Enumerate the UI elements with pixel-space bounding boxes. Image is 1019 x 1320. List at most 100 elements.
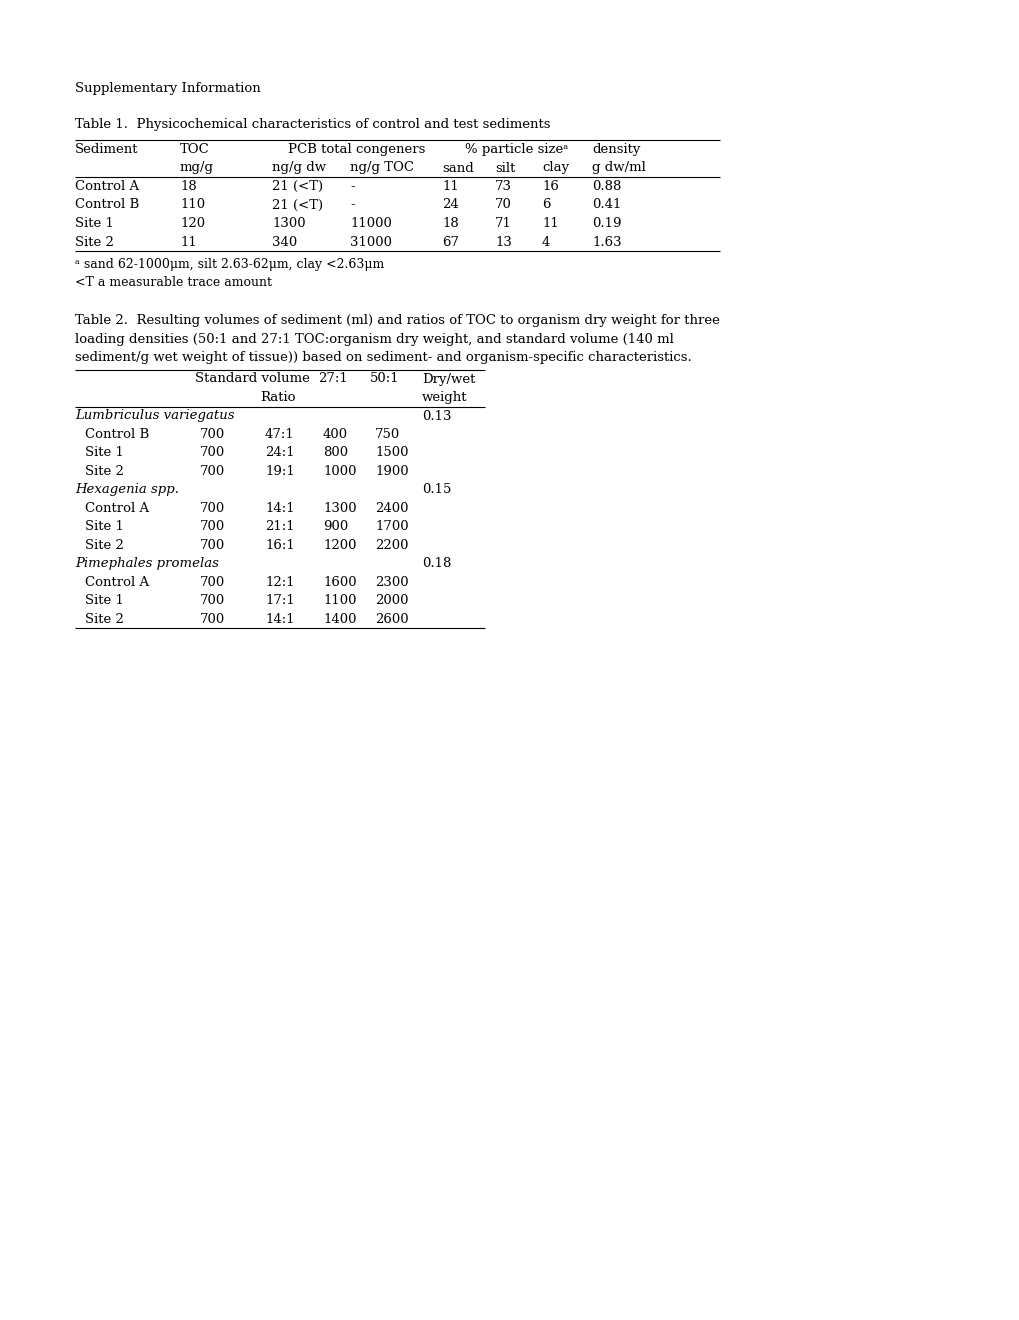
Text: Table 2.  Resulting volumes of sediment (ml) and ratios of TOC to organism dry w: Table 2. Resulting volumes of sediment (…	[75, 314, 719, 327]
Text: 110: 110	[179, 198, 205, 211]
Text: 700: 700	[200, 465, 225, 478]
Text: 120: 120	[179, 216, 205, 230]
Text: 340: 340	[272, 235, 297, 248]
Text: 1700: 1700	[375, 520, 409, 533]
Text: Site 1: Site 1	[85, 594, 123, 607]
Text: density: density	[591, 143, 640, 156]
Text: 2400: 2400	[375, 502, 408, 515]
Text: Control A: Control A	[85, 576, 149, 589]
Text: PCB total congeners: PCB total congeners	[288, 143, 425, 156]
Text: 21 (<T): 21 (<T)	[272, 198, 323, 211]
Text: 11: 11	[441, 180, 459, 193]
Text: 0.13: 0.13	[422, 409, 451, 422]
Text: 12:1: 12:1	[265, 576, 294, 589]
Text: TOC: TOC	[179, 143, 210, 156]
Text: ng/g dw: ng/g dw	[272, 161, 326, 174]
Text: 16:1: 16:1	[265, 539, 294, 552]
Text: weight: weight	[422, 391, 467, 404]
Text: 1600: 1600	[323, 576, 357, 589]
Text: 700: 700	[200, 428, 225, 441]
Text: 0.88: 0.88	[591, 180, 621, 193]
Text: 11000: 11000	[350, 216, 391, 230]
Text: clay: clay	[541, 161, 569, 174]
Text: 1200: 1200	[323, 539, 357, 552]
Text: Site 2: Site 2	[75, 235, 114, 248]
Text: 0.18: 0.18	[422, 557, 451, 570]
Text: 2200: 2200	[375, 539, 408, 552]
Text: 71: 71	[494, 216, 512, 230]
Text: 1100: 1100	[323, 594, 357, 607]
Text: 16: 16	[541, 180, 558, 193]
Text: -: -	[350, 180, 355, 193]
Text: 400: 400	[323, 428, 347, 441]
Text: Standard volume: Standard volume	[195, 372, 310, 385]
Text: Control B: Control B	[85, 428, 149, 441]
Text: 11: 11	[541, 216, 558, 230]
Text: 1300: 1300	[323, 502, 357, 515]
Text: Control A: Control A	[85, 502, 149, 515]
Text: 0.19: 0.19	[591, 216, 621, 230]
Text: 2000: 2000	[375, 594, 408, 607]
Text: 17:1: 17:1	[265, 594, 294, 607]
Text: 700: 700	[200, 594, 225, 607]
Text: mg/g: mg/g	[179, 161, 214, 174]
Text: sediment/g wet weight of tissue)) based on sediment- and organism-specific chara: sediment/g wet weight of tissue)) based …	[75, 351, 691, 364]
Text: 73: 73	[494, 180, 512, 193]
Text: 27:1: 27:1	[318, 372, 347, 385]
Text: Supplementary Information: Supplementary Information	[75, 82, 261, 95]
Text: 2600: 2600	[375, 612, 409, 626]
Text: 19:1: 19:1	[265, 465, 294, 478]
Text: 700: 700	[200, 502, 225, 515]
Text: Site 2: Site 2	[85, 612, 123, 626]
Text: Hexagenia spp.: Hexagenia spp.	[75, 483, 178, 496]
Text: 21:1: 21:1	[265, 520, 294, 533]
Text: 24:1: 24:1	[265, 446, 294, 459]
Text: 700: 700	[200, 446, 225, 459]
Text: 900: 900	[323, 520, 347, 533]
Text: Sediment: Sediment	[75, 143, 139, 156]
Text: 6: 6	[541, 198, 550, 211]
Text: <T a measurable trace amount: <T a measurable trace amount	[75, 276, 272, 289]
Text: ng/g TOC: ng/g TOC	[350, 161, 414, 174]
Text: 700: 700	[200, 612, 225, 626]
Text: 800: 800	[323, 446, 347, 459]
Text: 67: 67	[441, 235, 459, 248]
Text: % particle sizeᵃ: % particle sizeᵃ	[465, 143, 568, 156]
Text: 700: 700	[200, 576, 225, 589]
Text: 1400: 1400	[323, 612, 357, 626]
Text: 13: 13	[494, 235, 512, 248]
Text: 4: 4	[541, 235, 550, 248]
Text: 70: 70	[494, 198, 512, 211]
Text: 1300: 1300	[272, 216, 306, 230]
Text: Site 2: Site 2	[85, 539, 123, 552]
Text: Dry/wet: Dry/wet	[422, 372, 475, 385]
Text: Pimephales promelas: Pimephales promelas	[75, 557, 219, 570]
Text: 31000: 31000	[350, 235, 391, 248]
Text: 750: 750	[375, 428, 399, 441]
Text: 14:1: 14:1	[265, 502, 294, 515]
Text: g dw/ml: g dw/ml	[591, 161, 645, 174]
Text: 18: 18	[179, 180, 197, 193]
Text: loading densities (50:1 and 27:1 TOC:organism dry weight, and standard volume (1: loading densities (50:1 and 27:1 TOC:org…	[75, 333, 674, 346]
Text: ᵃ sand 62-1000μm, silt 2.63-62μm, clay <2.63μm: ᵃ sand 62-1000μm, silt 2.63-62μm, clay <…	[75, 257, 384, 271]
Text: 50:1: 50:1	[370, 372, 399, 385]
Text: 2300: 2300	[375, 576, 409, 589]
Text: Table 1.  Physicochemical characteristics of control and test sediments: Table 1. Physicochemical characteristics…	[75, 117, 550, 131]
Text: 11: 11	[179, 235, 197, 248]
Text: 21 (<T): 21 (<T)	[272, 180, 323, 193]
Text: 0.41: 0.41	[591, 198, 621, 211]
Text: 24: 24	[441, 198, 459, 211]
Text: silt: silt	[494, 161, 515, 174]
Text: 1900: 1900	[375, 465, 409, 478]
Text: 14:1: 14:1	[265, 612, 294, 626]
Text: 1500: 1500	[375, 446, 408, 459]
Text: Site 1: Site 1	[85, 520, 123, 533]
Text: Site 1: Site 1	[75, 216, 114, 230]
Text: 700: 700	[200, 539, 225, 552]
Text: 1000: 1000	[323, 465, 357, 478]
Text: sand: sand	[441, 161, 473, 174]
Text: 47:1: 47:1	[265, 428, 294, 441]
Text: 700: 700	[200, 520, 225, 533]
Text: Control A: Control A	[75, 180, 139, 193]
Text: 0.15: 0.15	[422, 483, 451, 496]
